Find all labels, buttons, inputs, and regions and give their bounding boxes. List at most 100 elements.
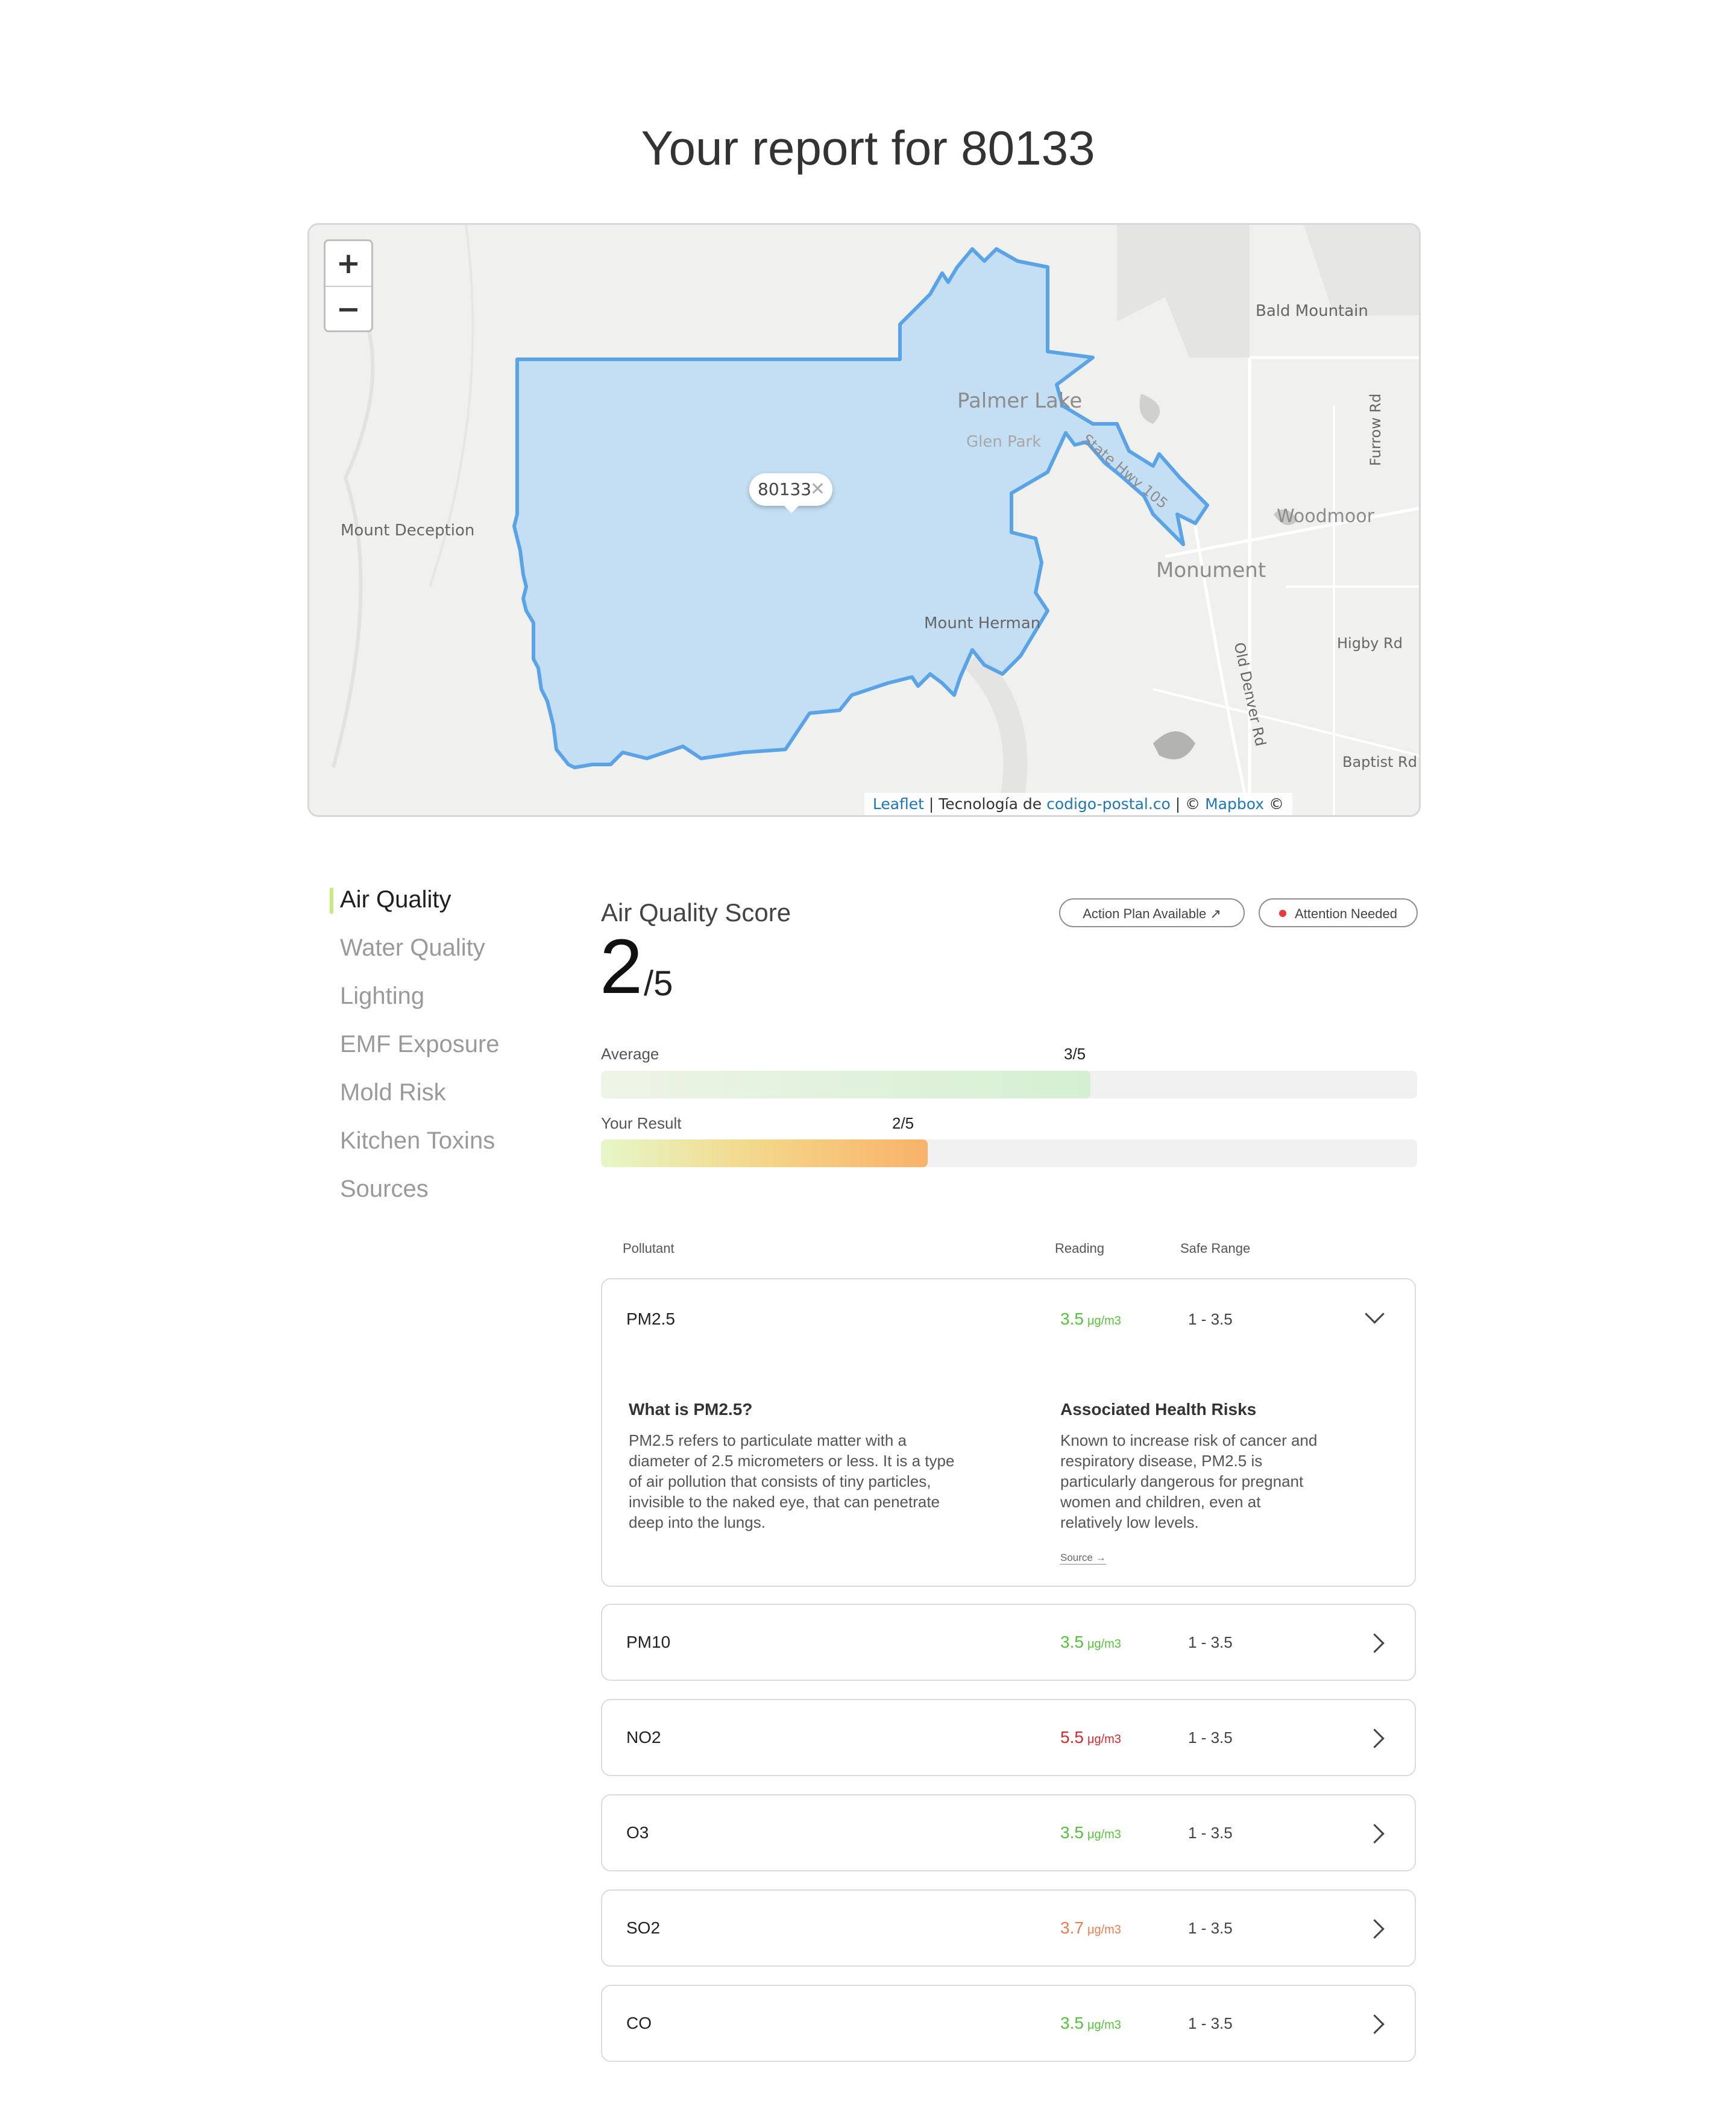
attention-badge: Attention Needed <box>1259 898 1418 927</box>
pollutant-name: O3 <box>626 1823 649 1842</box>
average-bar <box>601 1071 1417 1098</box>
pollutant-name: SO2 <box>626 1918 661 1937</box>
map-label-palmer-lake: Palmer Lake <box>957 389 1083 413</box>
pollutant-reading: 5.5 μg/m3 <box>1060 1728 1121 1747</box>
reading-unit: μg/m3 <box>1087 1828 1121 1841</box>
detail-line: deep into the lungs. <box>629 1513 766 1531</box>
reading-unit: μg/m3 <box>1087 1637 1121 1651</box>
close-icon[interactable]: ✕ <box>810 479 825 500</box>
sidebar-item-kitchen-toxins[interactable]: Kitchen Toxins <box>340 1127 495 1154</box>
sidebar-item-mold-risk[interactable]: Mold Risk <box>340 1079 446 1106</box>
detail-line: of air pollution that consists of tiny p… <box>629 1472 931 1490</box>
pollutant-reading: 3.5 μg/m3 <box>1060 1309 1121 1329</box>
average-bar-fill <box>601 1071 1091 1098</box>
pollutant-card-so2[interactable]: SO2 3.7 μg/m3 1 - 3.5 <box>601 1889 1416 1967</box>
pollutant-safe-range: 1 - 3.5 <box>1188 2014 1233 2032</box>
chevron-down-icon[interactable] <box>1365 1304 1385 1324</box>
zip-popup[interactable]: 80133 ✕ <box>749 473 832 513</box>
map-label-mount-deception: Mount Deception <box>341 522 475 540</box>
pollutant-card-o3[interactable]: O3 3.5 μg/m3 1 - 3.5 <box>601 1794 1416 1871</box>
action-plan-button[interactable]: Action Plan Available ↗ <box>1059 898 1245 927</box>
pollutant-name: NO2 <box>626 1728 661 1747</box>
map-canvas[interactable] <box>309 225 1419 815</box>
map-label-furrow-rd: Furrow Rd <box>1367 393 1384 466</box>
sidebar-item-air-quality[interactable]: Air Quality <box>340 886 451 913</box>
mapbox-link[interactable]: Mapbox <box>1205 795 1265 813</box>
detail-line: women and children, even at <box>1060 1493 1261 1511</box>
result-bar-fill <box>601 1139 928 1167</box>
detail-risk-body: Known to increase risk of cancer and res… <box>1060 1430 1317 1533</box>
pollutant-reading: 3.5 μg/m3 <box>1060 2014 1121 2033</box>
pollutant-card-pm25[interactable]: PM2.5 3.5 μg/m3 1 - 3.5 What is PM2.5? PM… <box>601 1278 1416 1587</box>
detail-line: PM2.5 refers to particulate matter with … <box>629 1431 907 1449</box>
result-value: 2/5 <box>892 1114 914 1132</box>
reading-value: 3.5 <box>1060 1633 1084 1651</box>
reading-unit: μg/m3 <box>1087 1314 1121 1328</box>
zoom-out-button[interactable]: − <box>326 286 371 332</box>
chevron-right-icon[interactable] <box>1365 1633 1385 1653</box>
reading-value: 5.5 <box>1060 1728 1084 1747</box>
sidebar-item-water-quality[interactable]: Water Quality <box>340 934 485 961</box>
attribution-text: | © <box>1170 795 1206 813</box>
sidebar-item-emf-exposure[interactable]: EMF Exposure <box>340 1031 500 1057</box>
reading-value: 3.7 <box>1060 1918 1084 1937</box>
chevron-right-icon[interactable] <box>1365 1824 1385 1844</box>
reading-value: 3.5 <box>1060 2014 1084 2032</box>
pollutant-name: PM2.5 <box>626 1309 675 1328</box>
detail-risk-title: Associated Health Risks <box>1060 1400 1257 1419</box>
attribution-text: | Tecnología de <box>923 795 1047 813</box>
map-label-monument: Monument <box>1156 558 1266 582</box>
leaflet-link[interactable]: Leaflet <box>872 795 924 813</box>
map-label-bald-mountain: Bald Mountain <box>1256 302 1368 320</box>
detail-line: particularly dangerous for pregnant <box>1060 1472 1304 1490</box>
sidebar-item-sources[interactable]: Sources <box>340 1176 429 1202</box>
reading-unit: μg/m3 <box>1087 2018 1121 2032</box>
codigo-postal-link[interactable]: codigo-postal.co <box>1046 795 1171 813</box>
chevron-right-icon[interactable] <box>1365 2014 1385 2034</box>
reading-value: 3.5 <box>1060 1823 1084 1842</box>
average-label: Average <box>601 1045 659 1063</box>
map[interactable]: + − Bald Mountain Palmer Lake Glen Park … <box>307 223 1421 817</box>
detail-line: Known to increase risk of cancer and <box>1060 1431 1318 1449</box>
source-link[interactable]: Source → <box>1060 1552 1106 1565</box>
detail-line: relatively low levels. <box>1060 1513 1199 1531</box>
detail-line: respiratory disease, PM2.5 is <box>1060 1452 1263 1470</box>
detail-line: invisible to the naked eye, that can pen… <box>629 1493 940 1511</box>
map-label-higby-rd: Higby Rd <box>1337 635 1403 652</box>
pollutant-safe-range: 1 - 3.5 <box>1188 1633 1233 1651</box>
sidebar-item-lighting[interactable]: Lighting <box>340 983 425 1009</box>
detail-what-body: PM2.5 refers to particulate matter with … <box>629 1430 954 1533</box>
page-title: Your report for 80133 <box>641 121 1095 175</box>
pollutant-reading: 3.5 μg/m3 <box>1060 1823 1121 1842</box>
pollutant-safe-range: 1 - 3.5 <box>1188 1728 1233 1747</box>
zoom-control: + − <box>324 239 373 332</box>
pollutant-card-no2[interactable]: NO2 5.5 μg/m3 1 - 3.5 <box>601 1699 1416 1776</box>
map-attribution: Leaflet | Tecnología de codigo-postal.co… <box>864 793 1292 815</box>
pollutant-name: PM10 <box>626 1633 671 1651</box>
zoom-in-button[interactable]: + <box>336 247 361 280</box>
attribution-text: © <box>1264 795 1284 813</box>
pollutant-card-pm10[interactable]: PM10 3.5 μg/m3 1 - 3.5 <box>601 1604 1416 1681</box>
pollutant-card-co[interactable]: CO 3.5 μg/m3 1 - 3.5 <box>601 1985 1416 2062</box>
pollutant-safe-range: 1 - 3.5 <box>1188 1824 1233 1842</box>
header-reading: Reading <box>1055 1241 1104 1256</box>
score-value: 2 <box>600 924 643 1010</box>
score-label: Air Quality Score <box>601 898 791 927</box>
map-label-baptist-rd: Baptist Rd <box>1342 754 1417 770</box>
active-indicator <box>330 887 333 914</box>
score-out-of: /5 <box>644 964 673 1003</box>
attention-label: Attention Needed <box>1294 906 1398 921</box>
average-value: 3/5 <box>1064 1045 1086 1063</box>
header-pollutant: Pollutant <box>623 1241 675 1256</box>
map-label-glen-park: Glen Park <box>966 433 1042 451</box>
header-safe-range: Safe Range <box>1180 1241 1251 1256</box>
alert-dot-icon <box>1278 910 1286 918</box>
pollutant-safe-range: 1 - 3.5 <box>1188 1919 1233 1937</box>
pollutant-reading: 3.7 μg/m3 <box>1060 1918 1121 1938</box>
reading-unit: μg/m3 <box>1087 1733 1121 1746</box>
chevron-right-icon[interactable] <box>1365 1728 1385 1748</box>
pollutant-safe-range: 1 - 3.5 <box>1188 1310 1233 1328</box>
chevron-right-icon[interactable] <box>1365 1919 1385 1939</box>
map-label-woodmoor: Woodmoor <box>1277 506 1374 527</box>
pollutant-reading: 3.5 μg/m3 <box>1060 1633 1121 1652</box>
